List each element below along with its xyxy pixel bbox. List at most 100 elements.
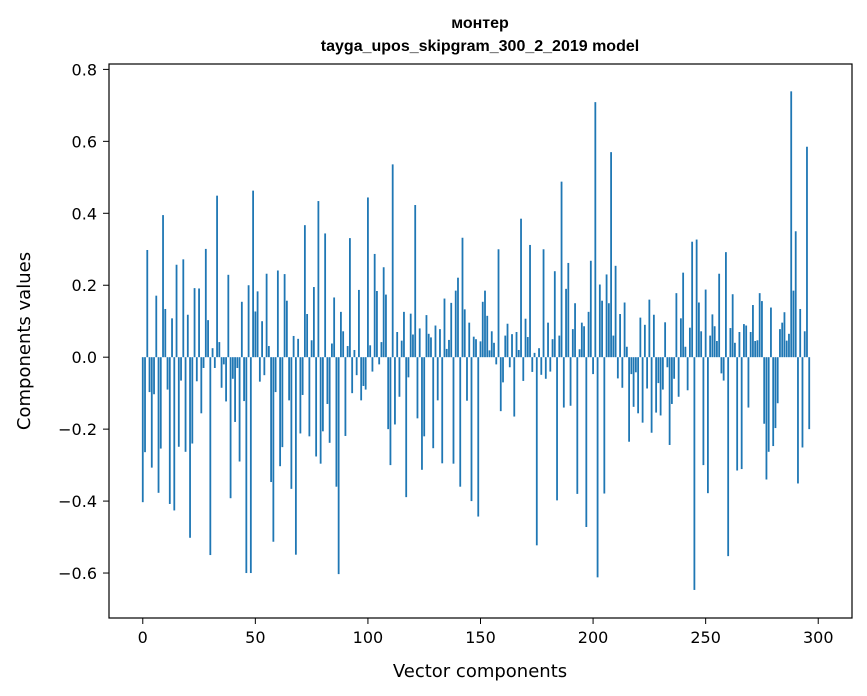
- x-tick-label: 300: [803, 628, 834, 647]
- y-axis-label: Components values: [14, 252, 35, 430]
- bar: [229, 357, 232, 499]
- bar: [267, 346, 270, 358]
- bar: [162, 215, 164, 358]
- bar: [290, 357, 293, 489]
- bar: [200, 357, 203, 414]
- bar: [790, 91, 793, 358]
- bar: [180, 357, 182, 381]
- bar: [799, 308, 802, 358]
- bar: [216, 195, 218, 358]
- bar: [594, 102, 597, 358]
- bar: [688, 327, 691, 358]
- bar: [218, 342, 221, 358]
- bar: [506, 323, 509, 358]
- bar: [556, 357, 558, 501]
- bar: [776, 357, 779, 404]
- bar: [652, 314, 655, 358]
- bar: [434, 325, 437, 358]
- bar: [531, 357, 534, 372]
- bar: [227, 274, 230, 358]
- bar: [785, 340, 788, 358]
- bar: [727, 357, 730, 557]
- bar: [574, 303, 576, 358]
- bar: [198, 288, 200, 358]
- bar: [324, 233, 327, 358]
- y-tick-label: 0.0: [72, 348, 97, 367]
- bar: [421, 357, 423, 470]
- bar: [664, 322, 667, 358]
- bar: [587, 311, 590, 358]
- plot-frame: [108, 63, 853, 619]
- bar: [648, 299, 651, 358]
- bar: [709, 335, 712, 358]
- bar: [308, 357, 311, 437]
- bar: [484, 290, 486, 358]
- bar: [720, 357, 723, 374]
- bar: [317, 201, 320, 358]
- bar: [763, 357, 766, 424]
- bar: [441, 357, 444, 464]
- bar: [373, 253, 376, 358]
- bar: [358, 289, 360, 358]
- bar: [718, 273, 721, 358]
- bar: [693, 357, 696, 590]
- bar: [279, 357, 282, 467]
- bar: [607, 303, 610, 358]
- bar: [432, 357, 435, 449]
- bar: [488, 350, 491, 358]
- bar: [315, 357, 318, 457]
- x-axis-label: Vector components: [393, 661, 567, 682]
- bar: [452, 357, 455, 464]
- bar: [166, 357, 169, 390]
- bar: [650, 357, 653, 433]
- bar: [621, 357, 624, 388]
- bar: [767, 357, 770, 452]
- bar: [236, 357, 239, 368]
- bar: [333, 297, 336, 358]
- bar: [677, 357, 680, 397]
- bar: [382, 267, 385, 358]
- bar: [141, 357, 144, 503]
- bar: [495, 357, 498, 365]
- bar: [448, 339, 450, 358]
- bar: [794, 231, 797, 358]
- y-axis-ticks: −0.6 −0.4 −0.2 0.0 0.2 0.4 0.6 0.8: [58, 60, 109, 583]
- bar: [175, 264, 178, 358]
- bar: [191, 357, 194, 444]
- bar: [195, 357, 198, 382]
- bar: [148, 357, 151, 393]
- bar: [713, 326, 716, 358]
- bar: [400, 340, 403, 358]
- bar: [371, 357, 374, 372]
- bar: [504, 335, 507, 358]
- bar: [351, 357, 354, 394]
- bar: [463, 309, 466, 358]
- bar: [274, 357, 277, 393]
- bar: [270, 357, 273, 483]
- bar: [508, 357, 511, 368]
- bar: [204, 248, 207, 358]
- bar: [231, 357, 234, 379]
- bar: [220, 357, 223, 388]
- bar: [679, 318, 682, 358]
- bar: [391, 164, 394, 358]
- bar: [466, 357, 468, 401]
- bar: [479, 341, 482, 358]
- bar: [497, 249, 500, 358]
- chart-subtitle: tayga_upos_skipgram_300_2_2019 model: [321, 38, 639, 55]
- bar: [578, 349, 581, 358]
- bar: [655, 357, 658, 413]
- bar: [189, 357, 191, 538]
- bar: [695, 239, 698, 358]
- bars-group: [141, 91, 811, 590]
- bar: [186, 314, 189, 358]
- bar: [619, 314, 621, 358]
- bar: [583, 326, 585, 358]
- bar: [686, 357, 689, 391]
- bar: [155, 295, 158, 358]
- bar: [306, 314, 309, 358]
- bar: [394, 357, 396, 425]
- bar: [731, 294, 734, 358]
